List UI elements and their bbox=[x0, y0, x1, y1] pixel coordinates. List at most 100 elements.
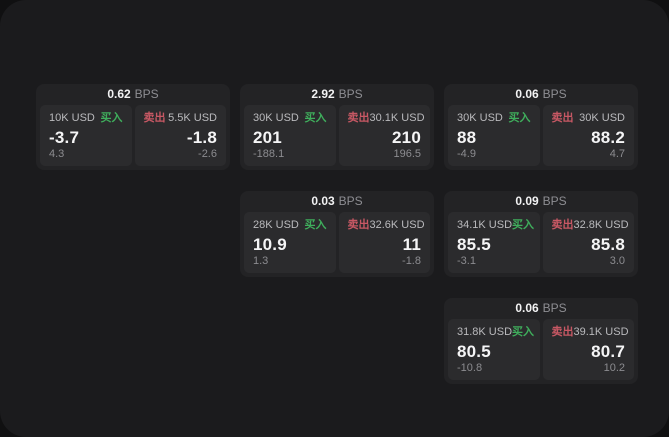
buy-amount: 28K USD bbox=[253, 219, 299, 231]
sell-price: 85.8 bbox=[591, 235, 625, 254]
sell-delta: 10.2 bbox=[603, 362, 625, 374]
buy-price: 80.5 bbox=[457, 342, 491, 361]
buy-delta: 1.3 bbox=[253, 255, 269, 267]
sell-amount: 30.1K USD bbox=[369, 112, 425, 124]
sell-side-label: 卖出 bbox=[551, 112, 574, 124]
sell-side-label: 卖出 bbox=[347, 219, 370, 231]
sell-quote-tile[interactable]: 卖出 5.5K USD -1.8 -2.6 bbox=[134, 105, 226, 166]
buy-tile-top-row: 10K USD 买入 bbox=[49, 112, 123, 125]
sell-delta: 4.7 bbox=[609, 148, 625, 160]
buy-delta: -3.1 bbox=[457, 255, 476, 267]
bps-value: 0.03 bbox=[311, 194, 335, 208]
sell-quote-tile[interactable]: 卖出 32.8K USD 85.8 3.0 bbox=[542, 212, 634, 273]
sell-tile-top-row: 卖出 32.6K USD bbox=[347, 219, 425, 232]
quote-card: 0.06 BPS 31.8K USD 买入 80.5 -10.8 卖出 39.1… bbox=[444, 298, 638, 384]
quote-panels: 30K USD 买入 201 -188.1 卖出 30.1K USD 210 1… bbox=[244, 105, 430, 166]
buy-side-label: 买入 bbox=[512, 326, 535, 338]
buy-side-label: 买入 bbox=[512, 219, 535, 231]
buy-price: 85.5 bbox=[457, 235, 491, 254]
sell-quote-tile[interactable]: 卖出 30.1K USD 210 196.5 bbox=[338, 105, 430, 166]
quote-card: 0.06 BPS 30K USD 买入 88 -4.9 卖出 30K USD 8… bbox=[444, 84, 638, 170]
buy-delta: -10.8 bbox=[457, 362, 483, 374]
buy-price: -3.7 bbox=[49, 128, 80, 147]
card-header: 0.06 BPS bbox=[448, 298, 634, 319]
sell-tile-top-row: 卖出 30.1K USD bbox=[347, 112, 425, 125]
sell-quote-tile[interactable]: 卖出 30K USD 88.2 4.7 bbox=[542, 105, 634, 166]
quote-grid: 0.62 BPS 10K USD 买入 -3.7 4.3 卖出 5.5K USD… bbox=[36, 84, 638, 384]
buy-delta: -4.9 bbox=[457, 148, 476, 160]
buy-amount: 30K USD bbox=[457, 112, 503, 124]
buy-quote-tile[interactable]: 34.1K USD 买入 85.5 -3.1 bbox=[448, 212, 540, 273]
quote-card: 0.03 BPS 28K USD 买入 10.9 1.3 卖出 32.6K US… bbox=[240, 191, 434, 277]
buy-quote-tile[interactable]: 10K USD 买入 -3.7 4.3 bbox=[40, 105, 132, 166]
buy-price: 201 bbox=[253, 128, 282, 147]
card-header: 0.06 BPS bbox=[448, 84, 634, 105]
sell-tile-top-row: 卖出 39.1K USD bbox=[551, 326, 629, 339]
buy-quote-tile[interactable]: 28K USD 买入 10.9 1.3 bbox=[244, 212, 336, 273]
buy-amount: 30K USD bbox=[253, 112, 299, 124]
buy-price: 88 bbox=[457, 128, 477, 147]
buy-delta: -188.1 bbox=[253, 148, 285, 160]
buy-delta: 4.3 bbox=[49, 148, 65, 160]
quote-panels: 31.8K USD 买入 80.5 -10.8 卖出 39.1K USD 80.… bbox=[448, 319, 634, 380]
sell-amount: 32.8K USD bbox=[573, 219, 629, 231]
sell-amount: 30K USD bbox=[579, 112, 625, 124]
sell-quote-tile[interactable]: 卖出 39.1K USD 80.7 10.2 bbox=[542, 319, 634, 380]
sell-side-label: 卖出 bbox=[143, 112, 166, 124]
quote-panels: 28K USD 买入 10.9 1.3 卖出 32.6K USD 11 -1.8 bbox=[244, 212, 430, 273]
sell-quote-tile[interactable]: 卖出 32.6K USD 11 -1.8 bbox=[338, 212, 430, 273]
bps-unit-label: BPS bbox=[542, 194, 567, 208]
buy-tile-top-row: 30K USD 买入 bbox=[457, 112, 531, 125]
quote-panels: 34.1K USD 买入 85.5 -3.1 卖出 32.8K USD 85.8… bbox=[448, 212, 634, 273]
bps-value: 2.92 bbox=[311, 87, 335, 101]
quote-card: 0.62 BPS 10K USD 买入 -3.7 4.3 卖出 5.5K USD… bbox=[36, 84, 230, 170]
buy-tile-top-row: 30K USD 买入 bbox=[253, 112, 327, 125]
buy-amount: 10K USD bbox=[49, 112, 95, 124]
sell-price: 80.7 bbox=[591, 342, 625, 361]
buy-quote-tile[interactable]: 31.8K USD 买入 80.5 -10.8 bbox=[448, 319, 540, 380]
sell-delta: -1.8 bbox=[402, 255, 421, 267]
quote-panels: 10K USD 买入 -3.7 4.3 卖出 5.5K USD -1.8 -2.… bbox=[40, 105, 226, 166]
buy-quote-tile[interactable]: 30K USD 买入 88 -4.9 bbox=[448, 105, 540, 166]
bps-value: 0.62 bbox=[107, 87, 131, 101]
sell-tile-top-row: 卖出 5.5K USD bbox=[144, 112, 218, 125]
sell-tile-top-row: 卖出 30K USD bbox=[552, 112, 626, 125]
bps-unit-label: BPS bbox=[542, 87, 567, 101]
buy-amount: 34.1K USD bbox=[457, 219, 513, 231]
sell-price: 88.2 bbox=[591, 128, 625, 147]
bps-value: 0.06 bbox=[515, 87, 539, 101]
buy-side-label: 买入 bbox=[304, 112, 327, 124]
bps-unit-label: BPS bbox=[338, 194, 363, 208]
sell-price: -1.8 bbox=[186, 128, 217, 147]
quote-card: 2.92 BPS 30K USD 买入 201 -188.1 卖出 30.1K … bbox=[240, 84, 434, 170]
buy-side-label: 买入 bbox=[100, 112, 123, 124]
card-header: 0.62 BPS bbox=[40, 84, 226, 105]
bps-unit-label: BPS bbox=[542, 301, 567, 315]
sell-side-label: 卖出 bbox=[551, 326, 574, 338]
sell-delta: 196.5 bbox=[393, 148, 421, 160]
card-header: 2.92 BPS bbox=[244, 84, 430, 105]
sell-tile-top-row: 卖出 32.8K USD bbox=[551, 219, 629, 232]
sell-price: 11 bbox=[402, 235, 421, 254]
sell-amount: 32.6K USD bbox=[369, 219, 425, 231]
sell-amount: 5.5K USD bbox=[168, 112, 217, 124]
sell-side-label: 卖出 bbox=[551, 219, 574, 231]
sell-price: 210 bbox=[392, 128, 421, 147]
card-header: 0.09 BPS bbox=[448, 191, 634, 212]
bps-unit-label: BPS bbox=[134, 87, 159, 101]
buy-tile-top-row: 34.1K USD 买入 bbox=[457, 219, 535, 232]
bps-value: 0.06 bbox=[515, 301, 539, 315]
quote-panels: 30K USD 买入 88 -4.9 卖出 30K USD 88.2 4.7 bbox=[448, 105, 634, 166]
buy-side-label: 买入 bbox=[508, 112, 531, 124]
sell-side-label: 卖出 bbox=[347, 112, 370, 124]
buy-side-label: 买入 bbox=[304, 219, 327, 231]
bps-value: 0.09 bbox=[515, 194, 539, 208]
card-header: 0.03 BPS bbox=[244, 191, 430, 212]
quote-card: 0.09 BPS 34.1K USD 买入 85.5 -3.1 卖出 32.8K… bbox=[444, 191, 638, 277]
sell-amount: 39.1K USD bbox=[573, 326, 629, 338]
buy-tile-top-row: 31.8K USD 买入 bbox=[457, 326, 535, 339]
buy-amount: 31.8K USD bbox=[457, 326, 513, 338]
sell-delta: -2.6 bbox=[198, 148, 217, 160]
buy-quote-tile[interactable]: 30K USD 买入 201 -188.1 bbox=[244, 105, 336, 166]
